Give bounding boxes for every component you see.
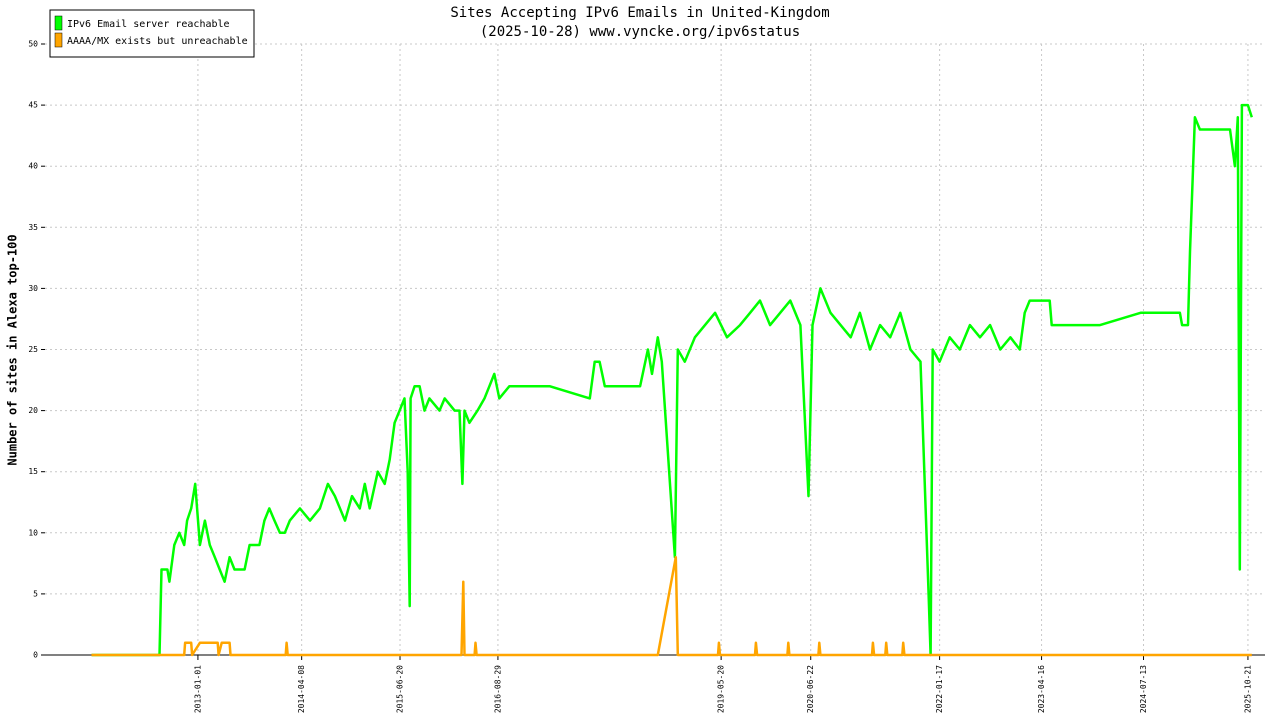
y-tick-label: 15 (28, 467, 38, 476)
legend-swatch (54, 15, 63, 31)
y-tick-label: 0 (33, 651, 38, 660)
series-line (91, 103, 1253, 657)
y-axis-label: Number of sites in Alexa top-100 (6, 234, 20, 465)
y-tick-label: 20 (28, 406, 38, 415)
y-tick-label: 50 (28, 40, 38, 49)
series-line (91, 555, 1252, 657)
x-tick-label: 2019-05-20 (717, 665, 726, 713)
y-tick-label: 35 (28, 223, 38, 232)
x-tick-label: 2020-06-22 (806, 665, 815, 713)
x-tick-label: 2015-06-20 (396, 665, 405, 713)
x-tick-label: 2014-04-08 (297, 665, 306, 713)
x-tick-label: 2023-04-16 (1037, 665, 1046, 713)
chart-title: Sites Accepting IPv6 Emails in United-Ki… (450, 5, 829, 21)
y-tick-label: 10 (28, 528, 38, 537)
y-tick-label: 30 (28, 284, 38, 293)
chart-subtitle: (2025-10-28) www.vyncke.org/ipv6status (480, 24, 800, 40)
x-tick-label: 2016-08-29 (493, 665, 502, 713)
legend-label: AAAA/MX exists but unreachable (67, 36, 248, 47)
x-tick-label: 2013-01-01 (193, 665, 202, 713)
x-tick-label: 2022-01-17 (935, 665, 944, 713)
x-tick-label: 2025-10-21 (1243, 665, 1252, 713)
x-tick-label: 2024-07-13 (1139, 665, 1148, 713)
y-tick-label: 5 (33, 589, 38, 598)
legend-box (49, 9, 255, 58)
y-tick-label: 40 (28, 162, 38, 171)
legend-label: IPv6 Email server reachable (67, 19, 230, 30)
y-tick-label: 25 (28, 345, 38, 354)
y-tick-label: 45 (28, 101, 38, 110)
legend-swatch (54, 32, 63, 48)
